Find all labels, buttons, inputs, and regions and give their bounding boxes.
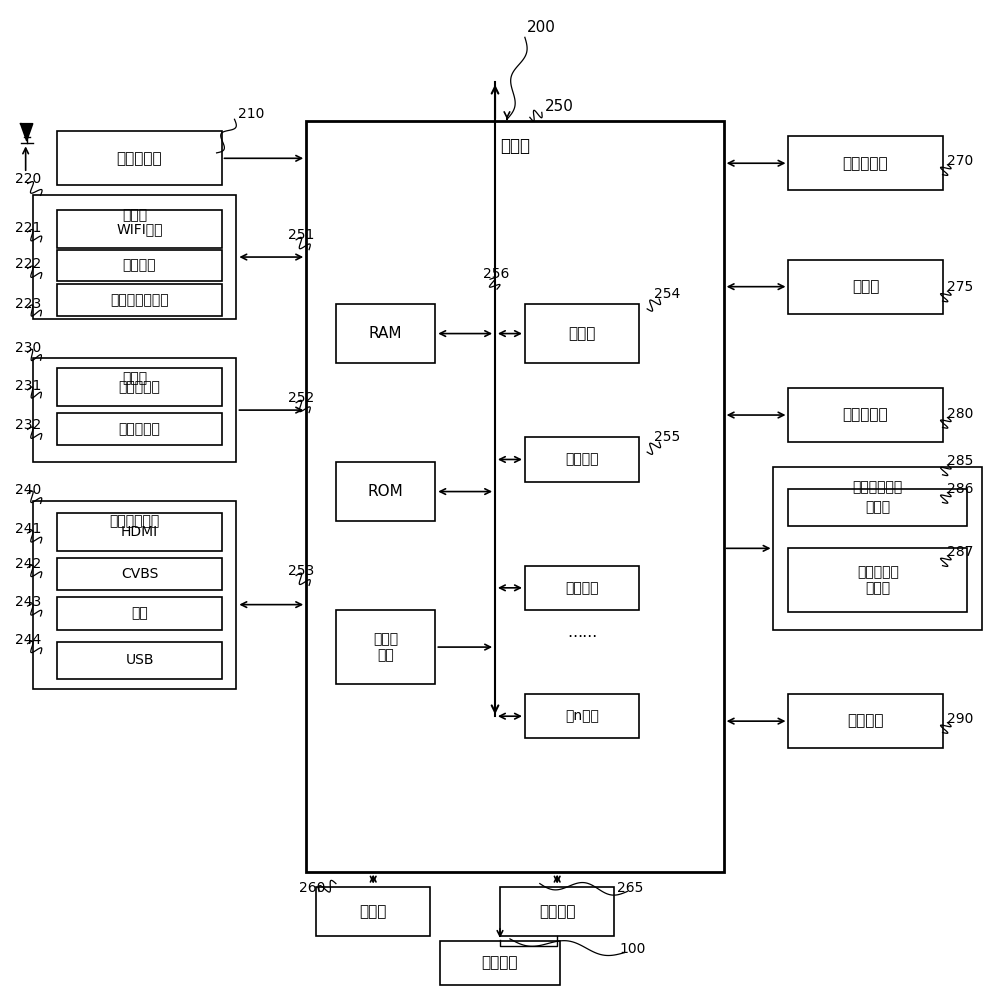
Text: 222: 222 bbox=[15, 257, 41, 271]
Bar bbox=[33, 501, 236, 689]
Text: 210: 210 bbox=[238, 107, 265, 121]
Bar bbox=[525, 694, 639, 739]
Text: 275: 275 bbox=[948, 280, 974, 294]
Bar bbox=[57, 211, 222, 247]
Polygon shape bbox=[21, 124, 33, 141]
Text: 290: 290 bbox=[948, 712, 974, 726]
Text: HDMI: HDMI bbox=[121, 525, 158, 539]
Text: 287: 287 bbox=[948, 545, 974, 559]
Text: 241: 241 bbox=[15, 522, 41, 536]
Text: 图像采集器: 图像采集器 bbox=[119, 422, 160, 436]
Text: 分量: 分量 bbox=[131, 607, 148, 621]
Bar bbox=[525, 304, 639, 363]
Text: 供电电源: 供电电源 bbox=[847, 714, 884, 729]
Text: 200: 200 bbox=[527, 20, 556, 35]
Text: 285: 285 bbox=[948, 454, 974, 468]
Text: 100: 100 bbox=[619, 941, 646, 955]
Bar bbox=[525, 437, 639, 482]
Text: 240: 240 bbox=[15, 483, 41, 496]
Bar bbox=[57, 368, 222, 406]
Text: 蓝牙模块: 蓝牙模块 bbox=[123, 258, 156, 272]
Bar bbox=[788, 489, 967, 526]
Bar bbox=[57, 131, 222, 186]
Text: USB: USB bbox=[125, 653, 154, 667]
Text: WIFI模块: WIFI模块 bbox=[116, 221, 163, 236]
Text: 声音采集器: 声音采集器 bbox=[119, 380, 160, 394]
Text: 通信器: 通信器 bbox=[122, 209, 147, 222]
Text: 244: 244 bbox=[15, 633, 41, 646]
Bar bbox=[57, 513, 222, 551]
Bar bbox=[33, 358, 236, 462]
Bar bbox=[316, 887, 430, 936]
Text: 232: 232 bbox=[15, 418, 41, 432]
Text: 253: 253 bbox=[288, 564, 314, 578]
Text: 外部装置接口: 外部装置接口 bbox=[109, 514, 160, 528]
Text: 254: 254 bbox=[654, 287, 680, 301]
Text: 270: 270 bbox=[948, 154, 974, 168]
Bar bbox=[440, 940, 560, 985]
Text: 242: 242 bbox=[15, 557, 41, 571]
Bar bbox=[33, 196, 236, 319]
Text: 221: 221 bbox=[15, 220, 41, 235]
Bar bbox=[57, 558, 222, 590]
Text: 外接音响输
出端子: 外接音响输 出端子 bbox=[857, 565, 899, 595]
Bar bbox=[336, 304, 435, 363]
Text: 用户接口: 用户接口 bbox=[539, 904, 575, 919]
Text: ROM: ROM bbox=[368, 484, 404, 499]
Text: 243: 243 bbox=[15, 595, 41, 609]
Text: 有线以太网模块: 有线以太网模块 bbox=[110, 293, 169, 307]
Text: 图形处
理器: 图形处 理器 bbox=[373, 632, 398, 662]
Bar bbox=[57, 249, 222, 281]
Text: 255: 255 bbox=[654, 430, 680, 444]
Text: 显示器: 显示器 bbox=[852, 279, 879, 294]
Text: 第n接口: 第n接口 bbox=[565, 709, 599, 723]
Bar bbox=[57, 284, 222, 316]
Text: 223: 223 bbox=[15, 297, 41, 311]
Text: RAM: RAM bbox=[369, 326, 402, 341]
Text: 视频处理器: 视频处理器 bbox=[843, 156, 888, 171]
Text: 265: 265 bbox=[617, 881, 644, 895]
Text: 230: 230 bbox=[15, 342, 41, 355]
Bar bbox=[57, 412, 222, 445]
Text: 251: 251 bbox=[288, 227, 315, 242]
Text: 音频处理器: 音频处理器 bbox=[843, 407, 888, 423]
Bar bbox=[306, 121, 724, 872]
Text: ……: …… bbox=[567, 625, 597, 639]
Text: 220: 220 bbox=[15, 172, 41, 186]
Bar bbox=[500, 887, 614, 936]
Bar bbox=[336, 462, 435, 521]
Bar bbox=[788, 548, 967, 612]
Bar bbox=[788, 259, 943, 314]
Bar bbox=[57, 597, 222, 630]
Text: 252: 252 bbox=[288, 391, 314, 405]
Text: 音频输出接口: 音频输出接口 bbox=[853, 480, 903, 494]
Text: 控制装置: 控制装置 bbox=[482, 955, 518, 970]
Bar bbox=[788, 136, 943, 191]
Bar bbox=[336, 610, 435, 684]
Text: 控制器: 控制器 bbox=[500, 137, 530, 155]
Text: 286: 286 bbox=[948, 482, 974, 496]
Text: 250: 250 bbox=[545, 99, 574, 114]
Text: 第二接口: 第二接口 bbox=[565, 581, 599, 595]
Text: CVBS: CVBS bbox=[121, 567, 158, 581]
Text: 扬声器: 扬声器 bbox=[865, 500, 890, 514]
Text: 检测器: 检测器 bbox=[122, 371, 147, 385]
Text: 231: 231 bbox=[15, 379, 41, 393]
Bar bbox=[773, 467, 982, 630]
Bar bbox=[525, 566, 639, 610]
Text: 存储器: 存储器 bbox=[360, 904, 387, 919]
Text: 260: 260 bbox=[299, 881, 325, 895]
Text: 256: 256 bbox=[483, 267, 509, 281]
Text: 第一接口: 第一接口 bbox=[565, 453, 599, 467]
Bar bbox=[788, 694, 943, 749]
Bar bbox=[788, 388, 943, 442]
Text: 处理器: 处理器 bbox=[568, 326, 596, 341]
Bar bbox=[57, 641, 222, 679]
Text: 调谐解调器: 调谐解调器 bbox=[117, 151, 162, 166]
Text: 280: 280 bbox=[948, 406, 974, 421]
